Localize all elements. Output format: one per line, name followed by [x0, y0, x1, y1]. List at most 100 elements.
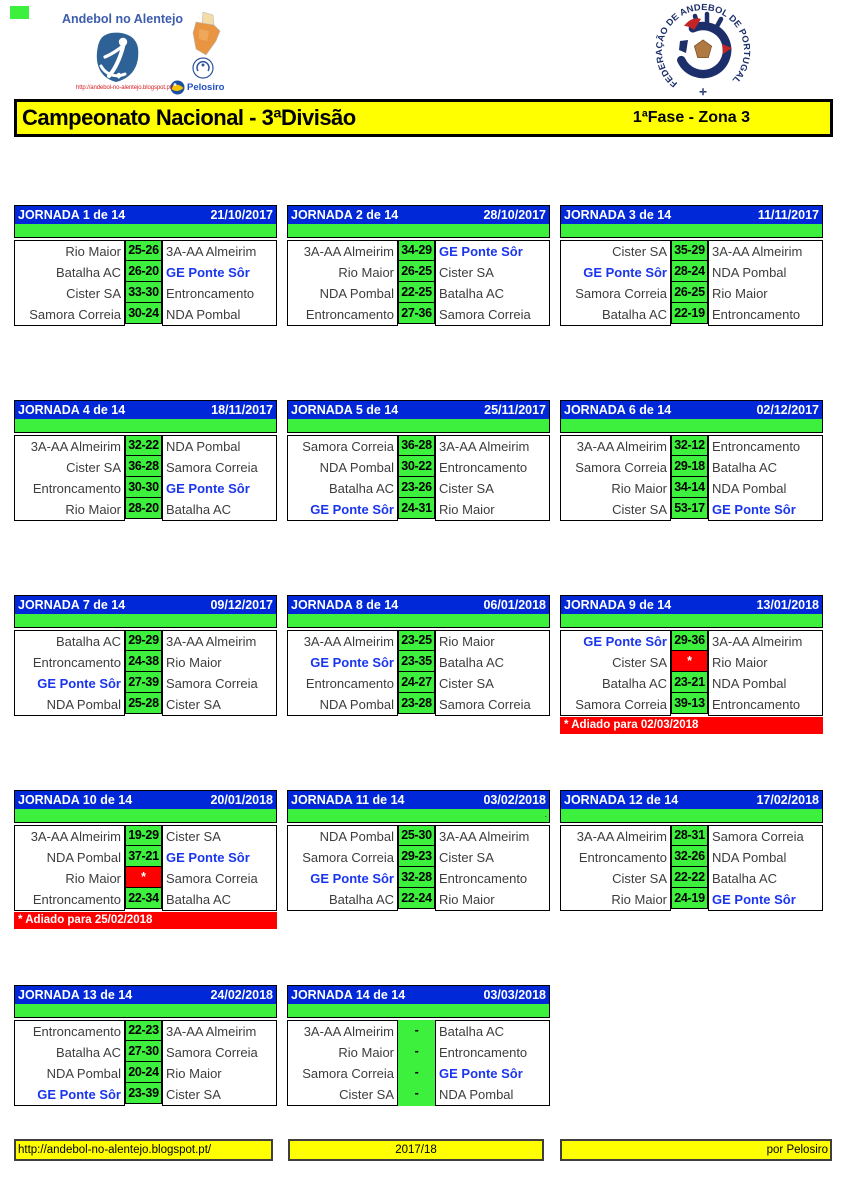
home-team: NDA Pombal: [319, 286, 394, 301]
home-team: Rio Maior: [338, 1045, 394, 1060]
score-cell: 25-30: [398, 825, 435, 846]
score-column: 34-29 26-25 22-25 27-36: [398, 240, 435, 326]
away-team: Samora Correia: [166, 871, 258, 886]
score-column: 29-36 * 23-21 39-13: [671, 630, 708, 716]
score-cell: 22-24: [398, 887, 435, 909]
jornada-title: JORNADA 7 de 14: [18, 598, 126, 612]
away-team: GE Ponte Sôr: [166, 850, 250, 865]
home-column: 3A-AA Almeirim Rio Maior NDA Pombal Entronc…: [287, 240, 398, 326]
away-team: GE Ponte Sôr: [439, 1066, 523, 1081]
score-cell: 25-26: [125, 240, 162, 261]
home-team: Rio Maior: [338, 265, 394, 280]
score-cell: 28-31: [671, 825, 708, 846]
jornada-date: 02/12/2017: [756, 403, 819, 417]
home-team: Rio Maior: [611, 481, 667, 496]
jornada-body: Rio Maior Batalha AC Cister SA Samora Corre…: [14, 240, 277, 326]
away-team: 3A-AA Almeirim: [712, 244, 803, 259]
home-team: 3A-AA Almeirim: [576, 829, 667, 844]
jornada-spacer: [288, 419, 549, 432]
jornada-body: Batalha AC Entroncamento GE Ponte Sôr NDA P…: [14, 630, 277, 716]
jornada-table: JORNADA 3 de 14 11/11/2017 Cister SA GE Pon…: [560, 205, 823, 326]
home-column: 3A-AA Almeirim Samora Correia Rio Maior Cis…: [560, 435, 671, 521]
round-emblem-icon: [192, 57, 214, 79]
jornada-body: GE Ponte Sôr Cister SA Batalha AC Samora Co…: [560, 630, 823, 716]
jornada-header: JORNADA 10 de 14 20/01/2018: [15, 791, 276, 809]
score-cell: 29-29: [125, 630, 162, 651]
home-team: Cister SA: [612, 655, 667, 670]
jornada-spacer: [15, 419, 276, 432]
home-team: 3A-AA Almeirim: [303, 634, 394, 649]
jornada-body: 3A-AA Almeirim Rio Maior Samora Correia Cis…: [287, 1020, 550, 1106]
score-cell: 22-25: [398, 281, 435, 303]
stray-green-cell: [10, 6, 29, 19]
away-team: Entroncamento: [439, 460, 528, 475]
jornada-date: 25/11/2017: [484, 403, 546, 417]
jornada-title: JORNADA 6 de 14: [564, 403, 672, 417]
jornada-top: JORNADA 9 de 14 13/01/2018: [560, 595, 823, 628]
home-team: NDA Pombal: [46, 697, 121, 712]
home-team: GE Ponte Sôr: [310, 655, 394, 670]
away-team: Batalha AC: [439, 286, 505, 301]
score-cell: 24-19: [671, 887, 708, 909]
jornada-header: JORNADA 11 de 14 03/02/2018: [288, 791, 549, 809]
score-column: - - - -: [398, 1020, 435, 1106]
competition-banner: Campeonato Nacional - 3ªDivisão 1ªFase -…: [14, 99, 833, 137]
score-column: 25-30 29-23 32-28 22-24: [398, 825, 435, 911]
home-team: NDA Pombal: [319, 697, 394, 712]
away-team: NDA Pombal: [712, 676, 787, 691]
jornada-top: JORNADA 11 de 14 03/02/2018.: [287, 790, 550, 823]
handball-player-icon: [96, 32, 139, 82]
home-team: Rio Maior: [65, 244, 121, 259]
jornada-top: JORNADA 6 de 14 02/12/2017: [560, 400, 823, 433]
home-team: Samora Correia: [302, 850, 394, 865]
home-team: Entroncamento: [305, 307, 394, 322]
score-cell: -: [414, 1023, 419, 1037]
competition-title: Campeonato Nacional - 3ªDivisão: [22, 105, 356, 130]
away-column: GE Ponte Sôr Cister SA Batalha AC Samora Co…: [435, 240, 550, 326]
score-column: 29-29 24-38 27-39 25-28: [125, 630, 162, 716]
jornada-title: JORNADA 3 de 14: [564, 208, 672, 222]
score-cell: 26-25: [398, 260, 435, 282]
jornada-spacer: [561, 614, 822, 627]
away-column: NDA Pombal Samora Correia GE Ponte Sôr Bata…: [162, 435, 277, 521]
score-cell: 27-36: [398, 302, 435, 324]
away-team: Cister SA: [166, 829, 221, 844]
score-cell: 29-36: [671, 630, 708, 651]
away-team: 3A-AA Almeirim: [439, 439, 530, 454]
home-team: Samora Correia: [302, 439, 394, 454]
home-team: Batalha AC: [55, 634, 121, 649]
jornada-body: Cister SA GE Ponte Sôr Samora Correia Batal…: [560, 240, 823, 326]
away-team: NDA Pombal: [166, 307, 241, 322]
away-team: Batalha AC: [439, 1024, 505, 1039]
away-team: NDA Pombal: [166, 439, 241, 454]
jornada-top: JORNADA 13 de 14 24/02/2018: [14, 985, 277, 1018]
home-team: Entroncamento: [32, 892, 121, 907]
home-team: 3A-AA Almeirim: [30, 439, 121, 454]
home-team: Batalha AC: [328, 481, 394, 496]
home-team: 3A-AA Almeirim: [30, 829, 121, 844]
home-column: 3A-AA Almeirim GE Ponte Sôr Entroncamento N…: [287, 630, 398, 716]
home-team: NDA Pombal: [319, 460, 394, 475]
score-cell: 25-28: [125, 692, 162, 714]
away-column: 3A-AA Almeirim Samora Correia Rio Maior Cis…: [162, 1020, 277, 1106]
away-team: Rio Maior: [439, 892, 495, 907]
home-team: NDA Pombal: [319, 829, 394, 844]
home-column: Entroncamento Batalha AC NDA Pombal GE Pont…: [14, 1020, 125, 1106]
score-cell: 26-25: [671, 281, 708, 303]
away-team: Rio Maior: [712, 655, 768, 670]
score-cell: 23-25: [398, 630, 435, 651]
away-column: 3A-AA Almeirim Entroncamento Cister SA Rio …: [435, 435, 550, 521]
jornada-spacer: [561, 809, 822, 822]
jornada-top: JORNADA 2 de 14 28/10/2017: [287, 205, 550, 238]
away-team: Rio Maior: [439, 502, 495, 517]
away-team: Cister SA: [439, 850, 494, 865]
away-column: Samora Correia NDA Pombal Batalha AC GE Pon…: [708, 825, 823, 911]
away-team: Batalha AC: [712, 460, 778, 475]
away-team: GE Ponte Sôr: [439, 244, 523, 259]
jornada-table: JORNADA 10 de 14 20/01/2018 3A-AA Almeirim…: [14, 790, 277, 929]
score-cell: 24-27: [398, 671, 435, 693]
footer-url: http://andebol-no-alentejo.blogspot.pt/: [18, 1144, 212, 1156]
score-cell: *: [671, 650, 708, 672]
home-column: Batalha AC Entroncamento GE Ponte Sôr NDA P…: [14, 630, 125, 716]
away-team: Entroncamento: [439, 1045, 528, 1060]
